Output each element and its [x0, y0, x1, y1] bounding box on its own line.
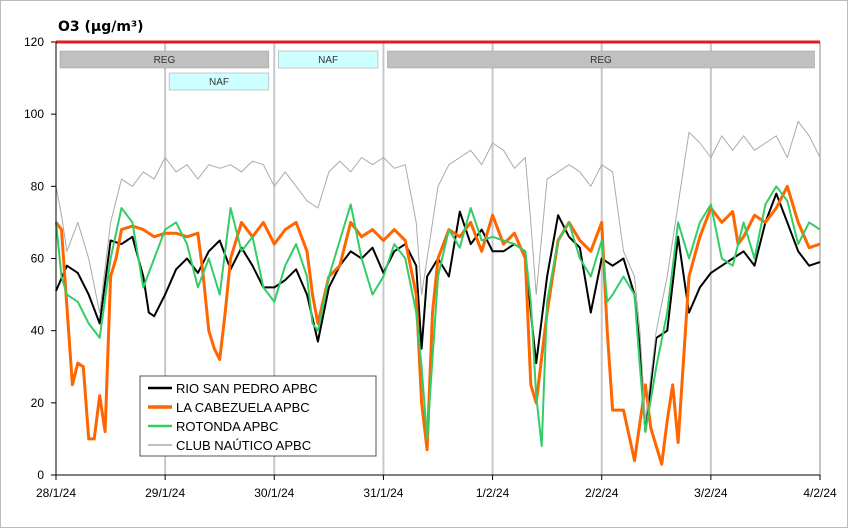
- x-tick-label: 3/2/24: [694, 486, 728, 500]
- x-tick-label: 28/1/24: [36, 486, 76, 500]
- y-tick-label: 60: [31, 252, 45, 266]
- y-tick-label: 120: [24, 35, 44, 49]
- x-tick-label: 1/2/24: [476, 486, 510, 500]
- episode-band: [278, 50, 379, 69]
- episode-band-label: NAF: [318, 55, 338, 66]
- x-tick-label: 2/2/24: [585, 486, 619, 500]
- episode-band: [387, 50, 815, 69]
- legend-box: [139, 375, 377, 457]
- series-line-club-nau-tico-apbc: [55, 120, 821, 422]
- series-line-rotonda-apbc: [55, 185, 821, 448]
- episode-band: [168, 72, 270, 91]
- y-tick-label: 0: [37, 468, 44, 482]
- band-layer: REG NAF NAF REG: [59, 50, 815, 91]
- series-line-la-cabezuela-apbc: [54, 184, 821, 466]
- legend-label: RIO SAN PEDRO APBC: [176, 381, 318, 396]
- chart-title: O3 (µg/m³): [58, 19, 143, 35]
- legend-label: LA CABEZUELA APBC: [176, 400, 310, 415]
- series-layer: [54, 120, 821, 466]
- y-tick-label: 40: [31, 324, 45, 338]
- episode-band-label: NAF: [209, 77, 229, 88]
- episode-band-label: REG: [590, 55, 612, 66]
- x-tick-label: 29/1/24: [145, 486, 185, 500]
- episode-band-label: REG: [154, 55, 176, 66]
- x-tick-label: 31/1/24: [363, 486, 403, 500]
- legend-label: ROTONDA APBC: [176, 419, 278, 434]
- episode-band: [59, 50, 270, 69]
- x-tick-label: 4/2/24: [803, 486, 837, 500]
- y-tick-label: 100: [24, 107, 44, 121]
- legend: RIO SAN PEDRO APBC LA CABEZUELA APBC ROTON…: [139, 375, 377, 457]
- legend-label: CLUB NAÚTICO APBC: [176, 438, 311, 453]
- y-tick-label: 80: [31, 179, 45, 193]
- axis-layer: 0 20 40 60 80 100 120 28/1/24 29/1/24 30/1/24 31/1…: [24, 35, 837, 500]
- y-tick-label: 20: [31, 396, 45, 410]
- x-tick-label: 30/1/24: [254, 486, 294, 500]
